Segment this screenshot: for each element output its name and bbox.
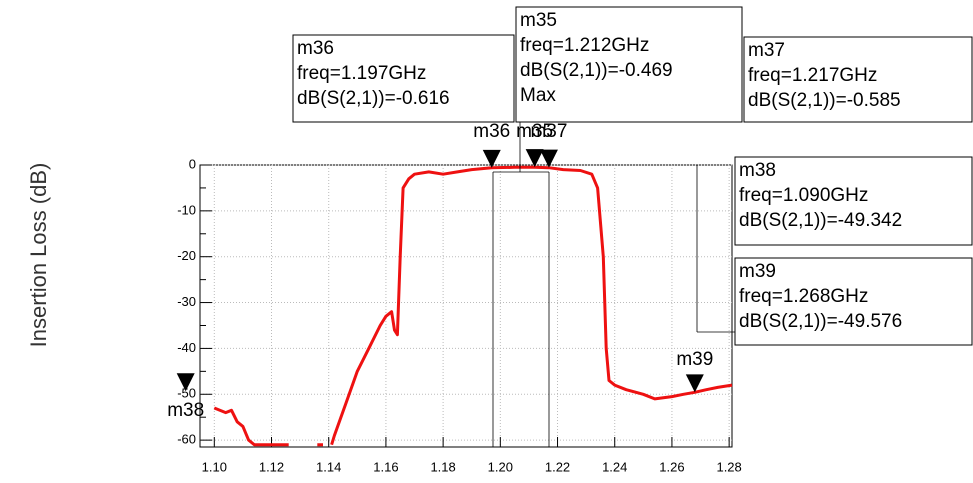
marker-text: freq=1.268GHz [739,286,868,307]
marker-name: m35 [516,121,553,142]
marker-triangle [685,374,704,393]
marker-text: m38 [739,160,776,181]
marker-box [515,6,743,123]
plot-frame [199,164,733,448]
marker-text: dB(S(2,1))=-0.585 [748,90,901,111]
marker-triangle [539,149,558,168]
marker-text: freq=1.212GHz [520,35,649,56]
x-tick-label: 1.14 [316,459,341,474]
marker-text: freq=1.090GHz [739,185,868,206]
marker-text: m35 [520,10,557,31]
marker-text: m37 [748,40,785,61]
marker-text: m39 [739,261,776,282]
y-tick-label: 0 [189,156,196,171]
marker-triangle [482,149,501,168]
x-tick-label: 1.10 [202,459,227,474]
x-tick-label: 1.24 [602,459,627,474]
x-tick-label: 1.12 [259,459,284,474]
marker-text: freq=1.197GHz [297,63,426,84]
marker-text: dB(S(2,1))=-49.576 [739,311,902,332]
y-tick-label: -10 [177,202,196,217]
marker-name: m36 [473,121,510,142]
marker-triangle [176,373,195,392]
marker-name: m38 [167,400,204,421]
x-tick-label: 1.28 [716,459,741,474]
y-tick-label: -20 [177,248,196,263]
y-tick-label: -30 [177,294,196,309]
y-axis-label: Insertion Loss (dB) [26,163,51,348]
y-tick-label: -50 [177,386,196,401]
marker-box [734,156,973,246]
marker-name: m39 [676,349,713,370]
y-tick-label: -40 [177,340,196,355]
marker-box [743,36,973,123]
marker-text: dB(S(2,1))=-0.616 [297,88,450,109]
marker-triangle [525,149,544,168]
marker-box [292,34,515,123]
x-tick-label: 1.20 [488,459,513,474]
marker-text: dB(S(2,1))=-0.469 [520,60,673,81]
x-tick-label: 1.26 [659,459,684,474]
marker-box [734,257,973,346]
x-tick-label: 1.22 [545,459,570,474]
marker-text: freq=1.217GHz [748,65,877,86]
marker-name: m37 [530,121,567,142]
marker-text: m36 [297,38,334,59]
marker-text: Max [520,85,556,106]
x-tick-label: 1.16 [373,459,398,474]
marker-text: dB(S(2,1))=-49.342 [739,210,902,231]
y-tick-label: -60 [177,432,196,447]
series-line [213,165,733,447]
x-tick-label: 1.18 [430,459,455,474]
